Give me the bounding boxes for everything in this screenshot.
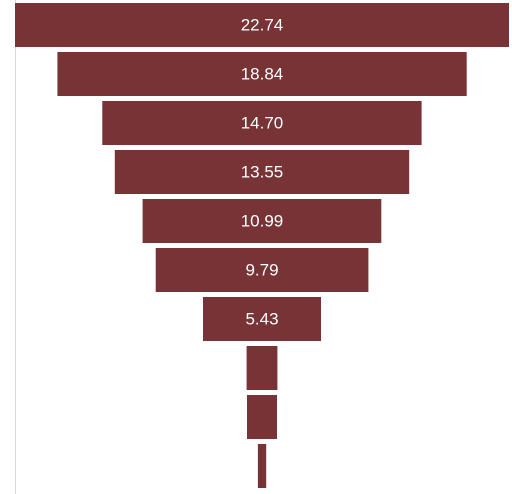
- funnel-bar-labels: 22.74 18.84 14.70 13.55 10.99 9.79 5.43: [241, 16, 284, 329]
- funnel-bar-6: [155, 248, 369, 292]
- funnel-bar-label-1: 22.74: [241, 16, 284, 35]
- funnel-bar-label-5: 10.99: [241, 212, 284, 231]
- funnel-bar-label-4: 13.55: [241, 163, 284, 182]
- funnel-bar-8: [246, 346, 278, 390]
- funnel-bar-label-7: 5.43: [245, 310, 278, 329]
- funnel-bar-label-6: 9.79: [245, 261, 278, 280]
- funnel-bar-3: [102, 101, 422, 145]
- funnel-bar-label-3: 14.70: [241, 114, 284, 133]
- funnel-bar-4: [114, 150, 410, 194]
- funnel-bar-1: [15, 3, 509, 47]
- funnel-bar-label-2: 18.84: [241, 65, 284, 84]
- funnel-bar-10: [257, 444, 267, 488]
- funnel-bar-5: [142, 199, 382, 243]
- funnel-bar-9: [247, 395, 277, 439]
- funnel-bars: [15, 3, 509, 488]
- funnel-bar-7: [203, 297, 321, 341]
- funnel-bar-2: [57, 52, 467, 96]
